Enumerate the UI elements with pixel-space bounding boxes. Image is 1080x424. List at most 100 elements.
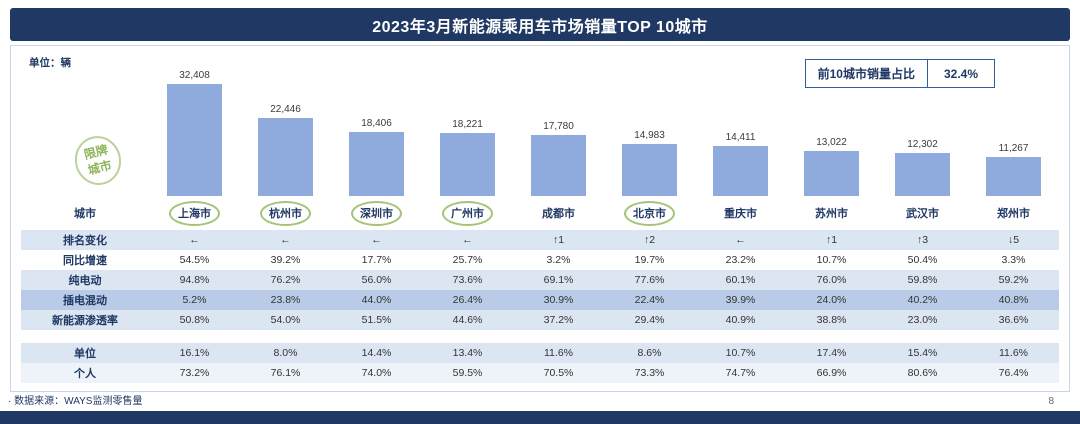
page-number: 8 bbox=[1048, 396, 1054, 407]
restricted-city-circle: 上海市 bbox=[169, 200, 220, 226]
table-cell: 73.3% bbox=[634, 367, 665, 379]
table-cell: 44.0% bbox=[361, 294, 392, 306]
table-cell: 29.4% bbox=[634, 314, 665, 326]
city-name: 深圳市 bbox=[331, 200, 422, 226]
bar bbox=[622, 144, 677, 196]
title-bar: 2023年3月新能源乘用车市场销量TOP 10城市 bbox=[10, 8, 1070, 41]
city-row: 城市 上海市 杭州市 深圳市 广州市 成都市 北京市 重庆市 苏州市 武汉市 郑州市 bbox=[21, 196, 1059, 230]
table-cell: 10.7% bbox=[816, 254, 847, 266]
city-name-text: 成都市 bbox=[542, 208, 575, 220]
table-cell: 60.1% bbox=[725, 274, 756, 286]
table-cell: 17.4% bbox=[816, 347, 847, 359]
table-cell: 23.8% bbox=[270, 294, 301, 306]
row-label: 插电混动 bbox=[63, 295, 107, 307]
bar bbox=[713, 146, 768, 196]
row-label: 同比增速 bbox=[63, 255, 107, 267]
table-cell: 17.7% bbox=[361, 254, 392, 266]
table-cell: 22.4% bbox=[634, 294, 665, 306]
table-cell: 3.3% bbox=[1001, 254, 1026, 266]
table-cell: 66.9% bbox=[816, 367, 847, 379]
table-cell: 16.1% bbox=[179, 347, 210, 359]
table-cell: 30.9% bbox=[543, 294, 574, 306]
table-cell: 3.2% bbox=[546, 254, 571, 266]
city-name: 上海市 bbox=[149, 200, 240, 226]
table-cell: 38.8% bbox=[816, 314, 847, 326]
table-cell: 23.0% bbox=[907, 314, 938, 326]
table-cell: 5.2% bbox=[182, 294, 207, 306]
table-cell: 76.1% bbox=[270, 367, 301, 379]
bar bbox=[531, 135, 586, 196]
bar bbox=[349, 132, 404, 196]
bar-column: 17,780 bbox=[513, 68, 604, 196]
table-cell: 59.5% bbox=[452, 367, 483, 379]
table-cell: 14.4% bbox=[361, 347, 392, 359]
table-cell: ↑1 bbox=[825, 234, 838, 246]
table-row-7: 个人 73.2% 76.1% 74.0% 59.5% 70.5% 73.3% 74.7% 66.… bbox=[21, 363, 1059, 383]
bar-column: 14,411 bbox=[695, 68, 786, 196]
city-name-text: 重庆市 bbox=[724, 208, 757, 220]
city-name: 武汉市 bbox=[877, 205, 968, 221]
table-cell: 73.2% bbox=[179, 367, 210, 379]
bar bbox=[167, 84, 222, 196]
table-cell: 50.8% bbox=[179, 314, 210, 326]
table-cell: 56.0% bbox=[361, 274, 392, 286]
table-cell: 50.4% bbox=[907, 254, 938, 266]
table-cell: 15.4% bbox=[907, 347, 938, 359]
restricted-city-circle: 广州市 bbox=[442, 200, 493, 226]
table-cell: ↑2 bbox=[643, 234, 656, 246]
table-cell: ← bbox=[371, 234, 382, 246]
bottom-bar bbox=[0, 411, 1080, 424]
table-cell: 23.2% bbox=[725, 254, 756, 266]
row-label: 个人 bbox=[74, 368, 96, 380]
bar bbox=[440, 133, 495, 196]
city-name-text: 苏州市 bbox=[815, 208, 848, 220]
table-cell: 59.2% bbox=[998, 274, 1029, 286]
restricted-city-circle: 深圳市 bbox=[351, 200, 402, 226]
table-cell: 24.0% bbox=[816, 294, 847, 306]
bar-chart: 32,408 22,446 18,406 18,221 17,780 14,983 14,4… bbox=[21, 68, 1059, 196]
table-cell: 36.6% bbox=[998, 314, 1029, 326]
table-cell: 37.2% bbox=[543, 314, 574, 326]
restricted-city-circle: 北京市 bbox=[624, 200, 675, 226]
city-name-text: 武汉市 bbox=[906, 208, 939, 220]
table-cell: 80.6% bbox=[907, 367, 938, 379]
table-cell: 10.7% bbox=[725, 347, 756, 359]
table-cell: 8.0% bbox=[273, 347, 298, 359]
bar-column: 18,406 bbox=[331, 68, 422, 196]
table-row-3: 纯电动 94.8% 76.2% 56.0% 73.6% 69.1% 77.6% 60.1% 76… bbox=[21, 270, 1059, 290]
table-cell: ← bbox=[189, 234, 200, 246]
table-row-4: 插电混动 5.2% 23.8% 44.0% 26.4% 30.9% 22.4% 39.9% 24… bbox=[21, 290, 1059, 310]
bar-column: 11,267 bbox=[968, 68, 1059, 196]
table-cell: 73.6% bbox=[452, 274, 483, 286]
row-label: 排名变化 bbox=[63, 235, 107, 247]
table-cell: 11.6% bbox=[999, 347, 1028, 359]
table-section-gap bbox=[11, 330, 1069, 343]
table-cell: 19.7% bbox=[634, 254, 665, 266]
bar-value-label: 18,406 bbox=[361, 118, 392, 129]
row-label: 单位 bbox=[74, 348, 96, 360]
bar-column: 12,302 bbox=[877, 68, 968, 196]
unit-label: 单位：辆 bbox=[29, 57, 71, 69]
table-cell: ← bbox=[462, 234, 473, 246]
table-cell: 13.4% bbox=[452, 347, 483, 359]
bar-value-label: 14,411 bbox=[725, 132, 756, 143]
table-cell: 54.0% bbox=[270, 314, 301, 326]
table-cell: 76.0% bbox=[816, 274, 847, 286]
table-cell: 40.2% bbox=[907, 294, 938, 306]
row-label: 新能源渗透率 bbox=[52, 315, 118, 327]
table-cell: 11.6% bbox=[544, 347, 573, 359]
table-cell: 40.9% bbox=[725, 314, 756, 326]
table-cell: 51.5% bbox=[361, 314, 392, 326]
restricted-city-circle: 杭州市 bbox=[260, 200, 311, 226]
table-cell: 70.5% bbox=[543, 367, 574, 379]
table-cell: 39.9% bbox=[725, 294, 756, 306]
bar-column: 13,022 bbox=[786, 68, 877, 196]
table-cell: 25.7% bbox=[452, 254, 483, 266]
bar-value-label: 32,408 bbox=[179, 70, 210, 81]
city-name: 成都市 bbox=[513, 205, 604, 221]
bar-value-label: 12,302 bbox=[907, 139, 938, 150]
footer-bullet: · bbox=[8, 396, 12, 407]
bar-value-label: 13,022 bbox=[816, 137, 847, 148]
content-area: 单位：辆 前10城市销量占比 32.4% 限牌 城市 32,408 22,446 1… bbox=[10, 45, 1070, 392]
city-name: 郑州市 bbox=[968, 205, 1059, 221]
